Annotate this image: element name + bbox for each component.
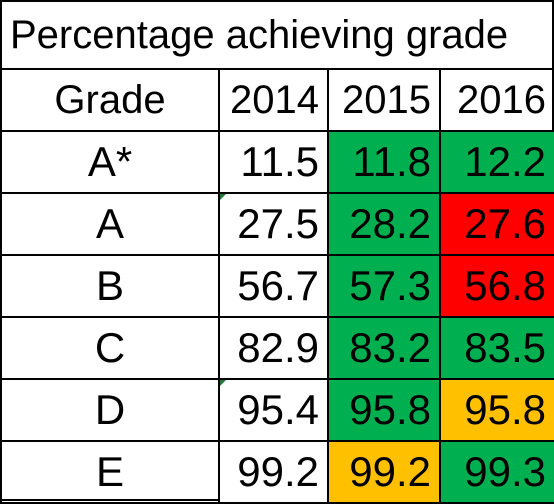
value-text: 56.7 [237,262,319,309]
value-cell-2014[interactable]: 11.5 [218,130,329,194]
value-text: 99.3 [464,448,546,495]
table-row: A 27.5 28.2 27.6 [0,192,554,256]
value-cell-2016[interactable]: 83.5 [439,316,554,380]
header-row: Grade 2014 2015 2016 [0,68,554,132]
value-cell-2015[interactable]: 28.2 [327,192,441,256]
value-cell-2014[interactable]: 95.4 [218,378,329,442]
comment-indicator-icon [221,381,226,386]
grade-cell[interactable]: C [0,316,220,380]
value-cell-2016[interactable]: 56.8 [439,254,554,318]
table-row: D 95.4 95.8 95.8 [0,378,554,442]
value-cell-2015[interactable]: 11.8 [327,130,441,194]
header-year-2014[interactable]: 2014 [218,68,329,132]
value-text: 27.5 [237,200,319,247]
table-title[interactable]: Percentage achieving grade [0,0,554,70]
grade-cell[interactable]: E [0,440,220,504]
value-text: 83.5 [464,324,546,371]
value-text: 83.2 [349,324,431,371]
value-text: 11.5 [240,138,319,185]
header-year-2015[interactable]: 2015 [327,68,441,132]
value-cell-2014[interactable]: 99.2 [218,440,329,504]
table-row: B 56.7 57.3 56.8 [0,254,554,318]
value-cell-2015[interactable]: 57.3 [327,254,441,318]
value-cell-2014[interactable]: 82.9 [218,316,329,380]
header-year-2016[interactable]: 2016 [439,68,554,132]
value-text: 95.8 [349,386,431,433]
value-text: 28.2 [349,200,431,247]
value-text: 82.9 [237,324,319,371]
table-row: E 99.2 99.2 99.3 [0,440,554,504]
value-cell-2016[interactable]: 12.2 [439,130,554,194]
value-text: 99.2 [349,448,431,495]
value-text: 56.8 [464,262,546,309]
value-cell-2016[interactable]: 99.3 [439,440,554,504]
grade-cell[interactable]: A [0,192,220,256]
value-text: 95.4 [237,386,319,433]
header-grade[interactable]: Grade [0,68,220,132]
value-text: 95.8 [464,386,546,433]
value-text: 11.8 [352,138,431,185]
value-cell-2014[interactable]: 56.7 [218,254,329,318]
grade-cell[interactable]: A* [0,130,220,194]
comment-indicator-icon [221,195,226,200]
value-cell-2014[interactable]: 27.5 [218,192,329,256]
value-text: 27.6 [464,200,546,247]
grade-cell[interactable]: D [0,378,220,442]
table-row: C 82.9 83.2 83.5 [0,316,554,380]
value-text: 99.2 [237,448,319,495]
value-text: 57.3 [349,262,431,309]
value-cell-2015[interactable]: 99.2 [327,440,441,504]
title-row: Percentage achieving grade [0,0,554,70]
value-cell-2016[interactable]: 95.8 [439,378,554,442]
value-cell-2016[interactable]: 27.6 [439,192,554,256]
grade-cell[interactable]: B [0,254,220,318]
value-cell-2015[interactable]: 95.8 [327,378,441,442]
value-text: 12.2 [464,138,546,185]
value-cell-2015[interactable]: 83.2 [327,316,441,380]
table-row: A* 11.5 11.8 12.2 [0,130,554,194]
